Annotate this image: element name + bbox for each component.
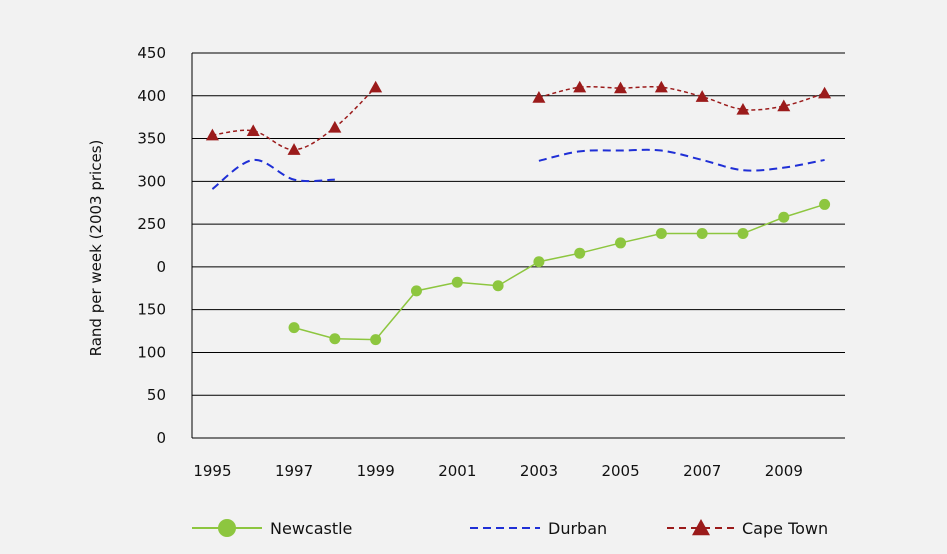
x-tick-label-3: 2001: [438, 462, 476, 480]
cape-town-point-0-3: [328, 120, 342, 133]
x-tick-label-5: 2005: [601, 462, 639, 480]
legend-newcastle-marker: [218, 519, 236, 537]
y-tick-label-8: 400: [137, 87, 166, 105]
newcastle-point-12: [778, 211, 790, 223]
newcastle-point-5: [492, 280, 504, 292]
legend-cape-town-label: Cape Town: [742, 519, 828, 538]
grid-lines: [192, 52, 845, 439]
newcastle-point-8: [615, 237, 627, 249]
cape-town-point-0-1: [246, 124, 260, 137]
legend: Newcastle Durban Cape Town: [192, 519, 828, 538]
cape-town-point-1-0: [532, 90, 546, 103]
cape-town-point-0-4: [369, 80, 383, 93]
newcastle-point-3: [410, 285, 422, 297]
newcastle-point-10: [696, 228, 708, 240]
cape-town-point-1-4: [695, 90, 709, 102]
legend-cape-town-marker: [692, 519, 710, 536]
y-tick-label-6: 300: [137, 172, 166, 190]
legend-newcastle-label: Newcastle: [270, 519, 352, 538]
durban-line-segment-1: [538, 148, 825, 172]
y-tick-label-7: 350: [137, 130, 166, 148]
x-tick-label-6: 2007: [683, 462, 721, 480]
newcastle-point-11: [737, 228, 749, 240]
x-tick-label-0: 1995: [193, 462, 231, 480]
cape-town-line-segment-0: [212, 86, 377, 151]
newcastle-point-1: [329, 333, 341, 345]
newcastle-point-6: [533, 256, 545, 268]
y-axis-ticks: 0 50 100 150 0 250 300 350 400 450: [137, 44, 166, 447]
y-tick-label-2: 100: [137, 343, 166, 361]
x-tick-label-2: 1999: [357, 462, 395, 480]
cape-town-point-1-3: [654, 80, 668, 93]
y-tick-label-4: 0: [156, 258, 166, 276]
x-axis-ticks: 1995 1997 1999 2001 2003 2005 2007 2009: [193, 462, 803, 480]
newcastle-point-13: [819, 198, 831, 210]
series-layer: [205, 80, 832, 346]
cape-town-point-1-6: [777, 99, 791, 112]
newcastle-point-2: [370, 334, 382, 346]
newcastle-point-4: [451, 276, 463, 288]
cape-town-point-1-5: [736, 102, 750, 115]
cape-town-point-1-7: [818, 86, 832, 99]
newcastle-point-9: [655, 228, 667, 240]
cape-town-point-0-0: [205, 128, 219, 141]
cape-town-point-1-1: [573, 80, 587, 93]
cape-town-point-1-2: [614, 81, 628, 94]
y-tick-label-9: 450: [137, 44, 166, 62]
x-tick-label-4: 2003: [520, 462, 558, 480]
y-tick-label-1: 50: [147, 386, 166, 404]
y-tick-label-5: 250: [137, 215, 166, 233]
y-tick-label-3: 150: [137, 301, 166, 319]
y-tick-label-0: 0: [156, 429, 166, 447]
newcastle-point-7: [574, 247, 586, 259]
legend-durban-label: Durban: [548, 519, 607, 538]
x-tick-label-7: 2009: [765, 462, 803, 480]
x-tick-label-1: 1997: [275, 462, 313, 480]
cape-town-point-0-2: [287, 143, 301, 155]
durban-line-segment-0: [211, 158, 335, 190]
newcastle-line: [293, 203, 825, 341]
newcastle-point-0: [288, 322, 300, 334]
y-axis-title: Rand per week (2003 prices): [87, 140, 105, 357]
